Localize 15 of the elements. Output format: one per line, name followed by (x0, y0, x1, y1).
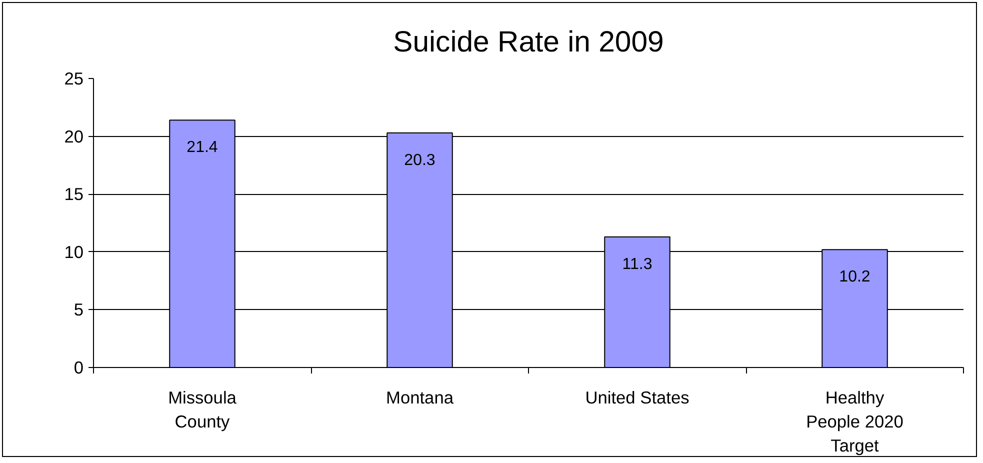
y-tick-label: 5 (74, 300, 84, 320)
data-label: 11.3 (622, 256, 652, 273)
x-tick-label: Montana (386, 388, 454, 408)
data-label: 21.4 (186, 139, 218, 156)
y-tick-label: 0 (74, 358, 84, 378)
y-tick-label: 20 (64, 126, 84, 146)
y-tick-label: 25 (64, 68, 84, 88)
x-tick-label: Missoula County (168, 388, 237, 432)
x-tick-label: Healthy People 2020 Target (806, 388, 904, 456)
y-tick-label: 10 (64, 242, 84, 262)
data-label: 20.3 (404, 152, 436, 169)
chart-title: Suicide Rate in 2009 (393, 26, 664, 58)
data-label: 10.2 (839, 268, 870, 286)
x-tick-label: United States (585, 388, 690, 408)
y-tick-label: 15 (64, 184, 84, 204)
